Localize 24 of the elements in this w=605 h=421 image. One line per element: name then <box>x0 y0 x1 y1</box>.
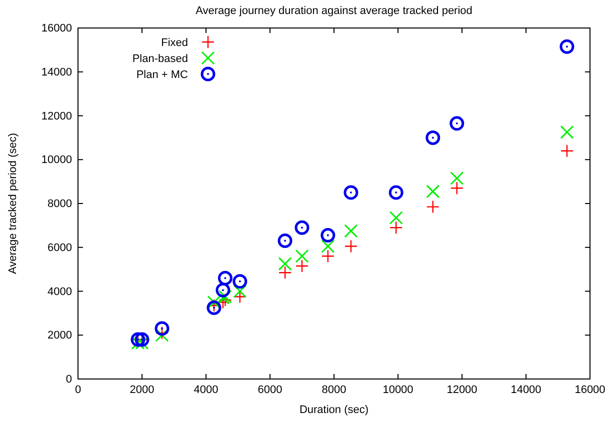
x-tick-label: 14000 <box>510 384 542 396</box>
y-tick-label: 2000 <box>48 330 72 342</box>
y-tick-label: 6000 <box>48 242 72 254</box>
x-axis-title: Duration (sec) <box>299 404 369 416</box>
y-tick-label: 16000 <box>41 22 72 35</box>
x-tick-label: 6000 <box>258 384 282 396</box>
x-tick-label: 16000 <box>574 384 605 396</box>
x-tick-label: 8000 <box>322 384 346 396</box>
x-tick-label: 0 <box>74 384 82 396</box>
chart-title: Average journey duration against average tracked period <box>196 5 472 17</box>
y-tick-label: 0 <box>66 374 72 386</box>
legend-label: Fixed <box>161 37 188 49</box>
y-tick-label: 14000 <box>41 66 72 78</box>
y-axis-title: Average tracked period (sec) <box>7 132 19 274</box>
y-tick-label: 8000 <box>48 198 72 210</box>
legend-label: Plan + MC <box>136 69 188 81</box>
y-tick-label: 10000 <box>41 154 72 166</box>
y-tick-label: 12000 <box>41 110 72 122</box>
x-tick-label: 4000 <box>194 384 218 396</box>
legend-label: Plan-based <box>132 53 188 65</box>
y-tick-label: 4000 <box>48 286 72 298</box>
x-tick-label: 2000 <box>130 384 154 396</box>
x-tick-label: 12000 <box>446 384 478 396</box>
x-tick-label: 10000 <box>382 384 414 396</box>
